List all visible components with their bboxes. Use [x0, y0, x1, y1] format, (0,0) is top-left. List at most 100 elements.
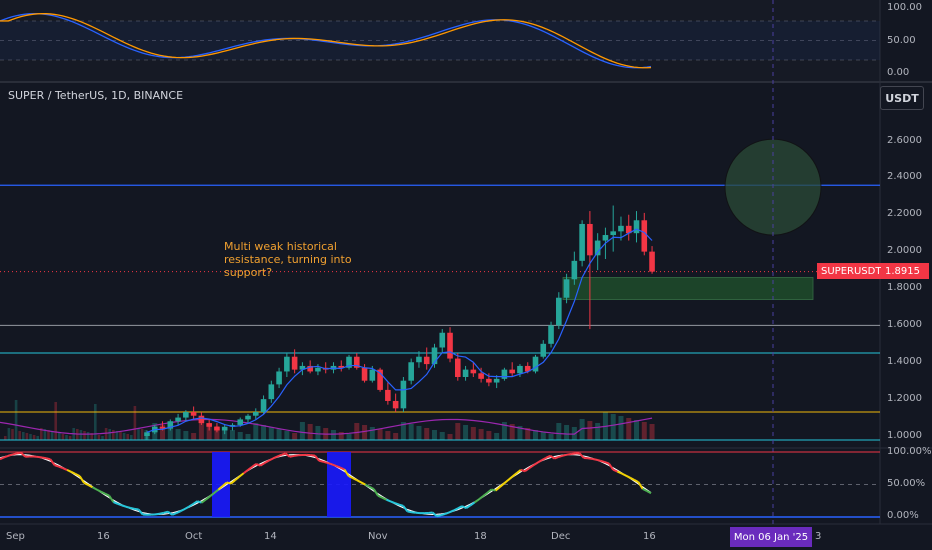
volume-bar [97, 435, 101, 440]
lower-color-line-seg [242, 469, 249, 475]
price-tick-1.6: 1.6000 [887, 319, 922, 330]
lower-color-line-seg [625, 474, 631, 479]
candle-body [346, 356, 352, 368]
volume-bar [509, 424, 515, 440]
volume-bar [478, 429, 484, 440]
candle-body [532, 356, 539, 372]
price-tick-2.2: 2.2000 [887, 208, 922, 219]
lower-color-line-seg [230, 479, 236, 485]
volume-bar [130, 435, 133, 440]
lower-color-line-seg [402, 505, 409, 513]
volume-bar [431, 430, 437, 440]
lower-color-line-seg [386, 498, 391, 503]
lower-color-line-seg [348, 475, 354, 479]
candle-body [400, 380, 407, 409]
x-tick-3: 3 [815, 531, 822, 542]
lower-color-line-seg [461, 505, 467, 510]
price-tick-1.0: 1.0000 [887, 430, 922, 441]
lower-color-line-seg [192, 500, 198, 505]
lower-color-line-seg [134, 507, 139, 511]
lower-color-line-seg [188, 503, 194, 508]
lower-color-line-seg [549, 454, 555, 460]
volume-bar [455, 423, 461, 440]
volume-bar [284, 431, 290, 440]
candle-body [144, 432, 150, 436]
volume-bar [439, 432, 445, 440]
lower-color-line-seg [66, 469, 72, 473]
moving-average-line [146, 228, 653, 433]
candle-body [338, 365, 345, 368]
lower-color-line-seg [108, 495, 115, 503]
candle-body [462, 369, 469, 377]
volume-bar [525, 428, 531, 440]
lower-tick-100: 100.00% [887, 446, 932, 457]
lower-color-line-seg [381, 496, 387, 501]
volume-bar [133, 406, 137, 440]
volume-bar [470, 427, 476, 440]
lower-color-line-seg [129, 506, 135, 510]
volume-bar [83, 431, 86, 440]
candle-body [167, 421, 174, 429]
lower-color-line-seg [491, 488, 496, 492]
lower-color-line-seg [520, 468, 526, 473]
volume-bar [641, 422, 647, 440]
price-tick-2.4: 2.4000 [887, 171, 922, 182]
volume-bar [416, 426, 422, 440]
volume-bar [47, 430, 50, 440]
lower-color-line-seg [159, 511, 165, 515]
lower-color-line-seg [335, 464, 341, 469]
x-tick-16b: 16 [643, 531, 656, 542]
candle-body [594, 240, 601, 256]
lower-color-line-seg [268, 457, 274, 462]
lower-color-line-seg [175, 510, 182, 515]
lower-color-line-seg [83, 481, 89, 486]
lower-color-line-seg [205, 495, 211, 501]
volume-bar [268, 427, 274, 440]
lower-color-line-seg [318, 459, 324, 463]
lower-color-line-seg [507, 475, 514, 481]
candle-body [206, 423, 212, 427]
volume-bar [494, 433, 500, 440]
volume-bar [79, 430, 83, 440]
currency-button[interactable]: USDT [880, 86, 924, 110]
volume-bar [369, 427, 375, 440]
volume-bar [86, 432, 90, 440]
volume-bar [354, 423, 360, 440]
candle-body [190, 412, 197, 416]
lower-color-line-seg [642, 487, 648, 492]
lower-color-line-seg [578, 452, 585, 459]
lower-color-line-seg [327, 461, 333, 466]
lower-color-line-seg [364, 483, 371, 488]
lower-color-line-seg [600, 459, 606, 464]
lower-color-line-seg [486, 488, 493, 494]
volume-bar [400, 422, 406, 440]
volume-bar [25, 433, 29, 440]
x-tick-16a: 16 [97, 531, 110, 542]
volume-bar [579, 419, 585, 440]
chart-annotation[interactable]: Multi weak historical resistance, turnin… [224, 240, 352, 279]
lower-color-line-seg [221, 481, 228, 487]
volume-bar [634, 420, 640, 440]
volume-bar [253, 423, 259, 440]
volume-bar [626, 418, 632, 440]
volume-bar [424, 428, 430, 440]
lower-color-line-seg [532, 461, 539, 467]
lower-color-line-seg [87, 484, 93, 489]
lower-color-line-seg [604, 461, 610, 465]
lower-color-line-seg [494, 486, 501, 492]
lower-color-line-seg [251, 463, 257, 468]
candle-body [447, 332, 453, 359]
lower-color-line-seg [398, 503, 404, 507]
volume-bar [68, 436, 72, 440]
lower-color-line-seg [16, 451, 22, 455]
lower-color-line-seg [281, 452, 286, 456]
lower-color-line-seg [137, 508, 144, 516]
volume-bar [7, 428, 11, 440]
lower-color-line-seg [41, 456, 47, 460]
lower-color-line-seg [276, 453, 282, 458]
volume-bar [167, 427, 173, 440]
lower-color-line-seg [167, 510, 173, 516]
lower-color-line-seg [247, 466, 253, 471]
candle-body [385, 389, 391, 401]
